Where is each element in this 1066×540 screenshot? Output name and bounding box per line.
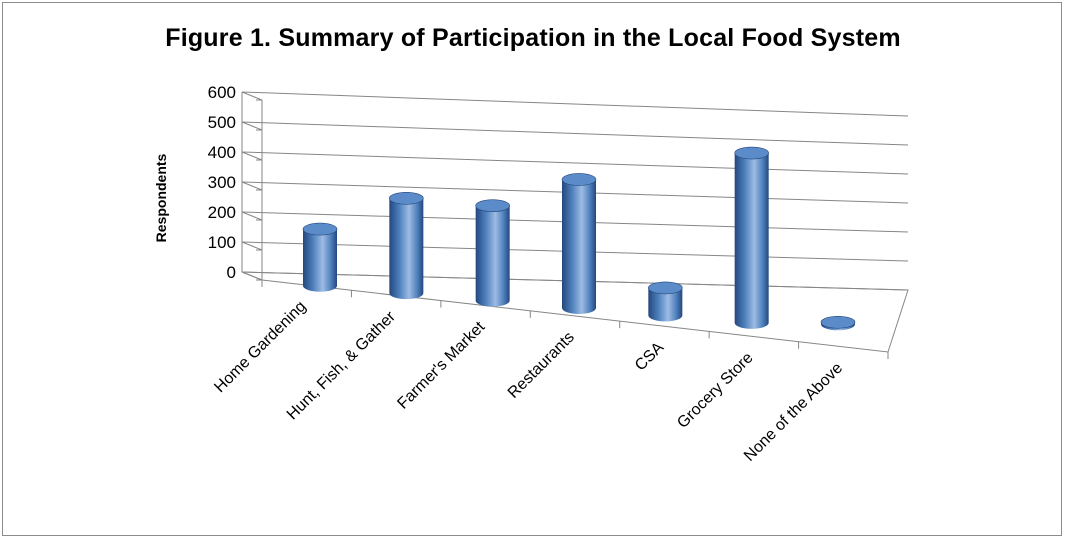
category-label: Grocery Store [674,349,757,432]
bar [389,191,424,300]
bar [820,315,856,331]
gridline [241,121,909,146]
bar [302,222,338,292]
category-label: None of the Above [741,360,846,465]
bar-body [389,198,424,300]
y-tick-label: 500 [208,113,236,132]
bar-top [561,173,597,186]
gridline-side [241,121,263,131]
y-tick-label: 100 [208,233,236,252]
bar-top [302,222,338,236]
chart-title: Figure 1. Summary of Participation in th… [165,24,901,52]
category-label: Home Gardening [211,298,309,396]
bar-body [734,153,769,329]
bars [302,146,856,331]
gridline [241,91,909,117]
bar-body [562,179,596,314]
category-label: CSA [632,339,668,375]
y-tick-label: 0 [227,263,236,282]
bar-body [648,287,683,322]
y-axis-label: Respondents [153,153,169,242]
axes [241,92,909,359]
y-tick-label: 600 [208,83,236,102]
y-tick-label: 400 [208,143,236,162]
category-label: Hunt, Fish, & Gather [284,308,400,424]
y-tick-labels: 0 100 200 300 400 500 600 [208,83,236,282]
bar-top [475,199,510,213]
category-label: Farmer's Market [394,318,488,412]
gridline [241,151,909,175]
bar-top [734,146,769,160]
gridline-side [241,151,263,161]
category-label: Restaurants [505,329,578,402]
bar [561,173,597,314]
bar-top [820,315,856,329]
bar-body [475,205,510,307]
bar-body [303,229,337,292]
bar [475,199,510,307]
y-tick-label: 200 [208,203,236,222]
bar-top [648,281,683,295]
bar-top [389,191,424,205]
bar [734,146,769,329]
gridline-side [241,241,263,251]
y-tick-label: 300 [208,173,236,192]
bar [648,281,683,322]
gridline-side [241,211,263,221]
gridline-side [241,91,263,101]
gridline-side [241,181,263,191]
